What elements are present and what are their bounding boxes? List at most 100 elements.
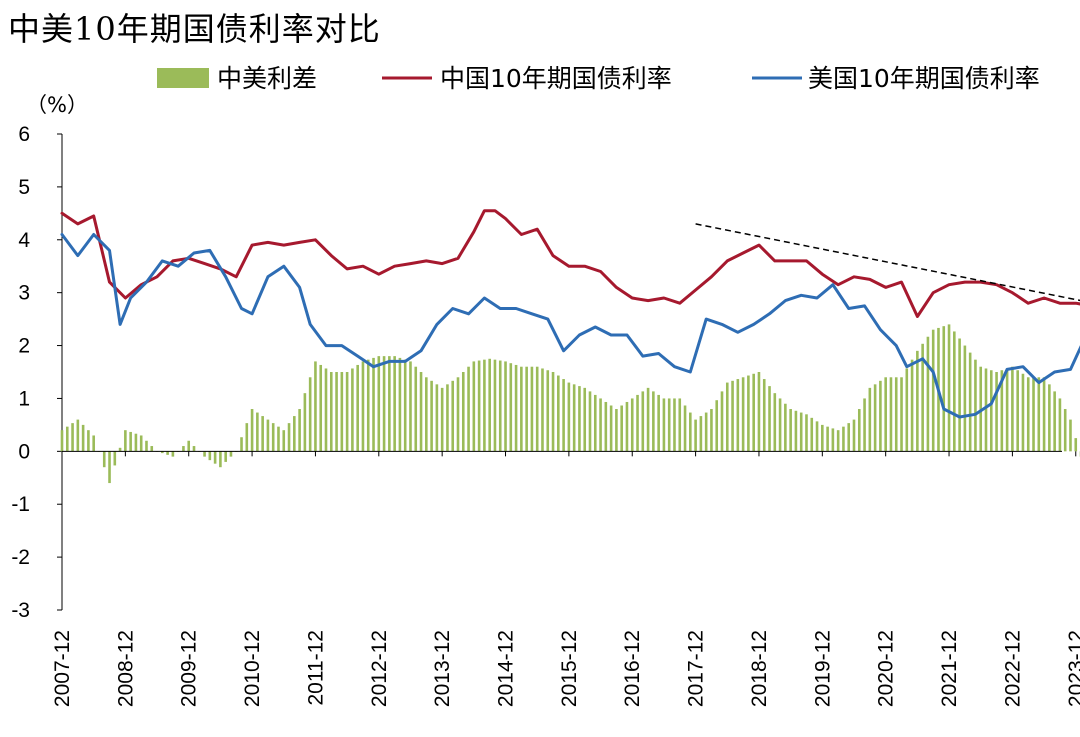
spread-bar xyxy=(900,377,903,452)
spread-bar xyxy=(113,451,117,466)
spread-bar xyxy=(662,398,666,452)
spread-bar xyxy=(504,361,507,452)
spread-bar xyxy=(498,360,502,452)
spread-bar xyxy=(393,356,396,452)
spread-bar xyxy=(794,410,798,452)
spread-bar xyxy=(551,372,555,452)
spread-bar xyxy=(562,379,565,452)
spread-bar xyxy=(240,437,243,452)
spread-bar xyxy=(609,405,613,452)
spread-bar xyxy=(821,424,824,452)
spread-bar xyxy=(842,426,845,452)
y-tick-label: 1 xyxy=(18,387,30,410)
x-tick-label: 2015-12 xyxy=(558,630,581,707)
spread-bar xyxy=(224,451,227,462)
x-tick-label: 2013-12 xyxy=(431,630,454,707)
spread-bar xyxy=(419,372,423,452)
spread-bar xyxy=(720,391,724,452)
spread-bar xyxy=(171,451,175,457)
x-tick-label: 2009-12 xyxy=(178,630,201,707)
spread-bar xyxy=(984,368,988,452)
spread-bar xyxy=(293,416,296,452)
spread-bar xyxy=(731,380,734,452)
spread-bar xyxy=(1048,384,1051,452)
spread-bar xyxy=(657,394,660,452)
spread-bar xyxy=(1074,438,1078,452)
spread-bar xyxy=(694,419,697,452)
spread-bar xyxy=(1032,377,1035,452)
spread-bar xyxy=(102,451,106,468)
spread-bar xyxy=(747,375,750,452)
spread-bar xyxy=(314,361,317,452)
spread-bar xyxy=(995,372,998,452)
spread-bar xyxy=(477,360,481,452)
spread-bar xyxy=(60,430,64,452)
spread-bar xyxy=(958,338,961,452)
y-tick-label: 6 xyxy=(18,123,30,146)
spread-bar xyxy=(593,394,597,452)
spread-bar xyxy=(282,430,286,452)
legend-label-us: 美国10年期国债利率 xyxy=(808,64,1040,93)
spread-bar xyxy=(208,451,212,461)
spread-bar xyxy=(968,352,972,452)
series-lines xyxy=(60,209,1080,419)
spread-bar xyxy=(150,446,154,452)
spread-bar xyxy=(1063,409,1067,452)
spread-bar xyxy=(689,412,692,452)
spread-bar xyxy=(514,364,518,452)
spread-bar xyxy=(377,356,381,452)
spread-bar xyxy=(1021,373,1025,452)
spread-bar xyxy=(604,401,608,452)
spread-bar xyxy=(873,384,877,452)
spread-bar xyxy=(868,387,872,452)
spread-bar xyxy=(678,398,682,452)
x-tick-label: 2007-12 xyxy=(51,630,74,707)
spread-bar xyxy=(831,428,835,452)
spread-bar xyxy=(699,416,703,452)
spread-bar xyxy=(398,357,402,452)
spread-bar xyxy=(287,423,291,452)
spread-bar xyxy=(884,377,887,452)
spread-bar xyxy=(435,384,439,452)
spread-bar xyxy=(557,375,560,452)
spread-bar xyxy=(351,368,354,452)
spread-bar xyxy=(652,391,655,452)
spread-bar xyxy=(356,364,359,452)
spread-bar xyxy=(451,380,455,452)
spread-bar xyxy=(715,400,719,452)
spread-bar xyxy=(81,424,85,452)
china-10y-yield-line xyxy=(60,209,1080,318)
spread-bar xyxy=(440,387,444,452)
spread-bar xyxy=(784,403,787,452)
spread-bars xyxy=(60,324,1080,484)
legend-label-china: 中国10年期国债利率 xyxy=(440,64,672,93)
spread-bar xyxy=(1011,366,1014,452)
spread-bar xyxy=(372,357,375,452)
spread-bar xyxy=(1058,398,1062,452)
spread-bar xyxy=(683,405,687,452)
x-tick-label: 2022-12 xyxy=(1001,630,1024,707)
spread-bar xyxy=(673,398,676,452)
spread-bar xyxy=(161,451,164,454)
x-tick-label: 2008-12 xyxy=(114,630,137,707)
x-tick-label: 2012-12 xyxy=(368,630,391,707)
x-tick-label: 2016-12 xyxy=(621,630,644,707)
spread-bar xyxy=(76,419,80,452)
legend-label-spread: 中美利差 xyxy=(217,64,317,93)
spread-bar xyxy=(319,364,323,452)
spread-bar xyxy=(752,373,755,452)
spread-bar xyxy=(250,409,254,452)
x-tick-label: 2023-12 xyxy=(1065,630,1080,707)
y-tick-label: -3 xyxy=(11,599,30,622)
spread-bar xyxy=(916,350,919,452)
spread-bar xyxy=(826,426,829,452)
trend-arrow xyxy=(695,223,1080,302)
spread-bar xyxy=(799,412,803,452)
spread-bar xyxy=(139,435,143,452)
spread-bar xyxy=(414,366,418,452)
spread-bar xyxy=(488,358,491,452)
spread-bar xyxy=(847,423,851,452)
spread-bar xyxy=(667,398,671,452)
spread-bar xyxy=(124,430,127,452)
spread-bar xyxy=(725,382,729,452)
